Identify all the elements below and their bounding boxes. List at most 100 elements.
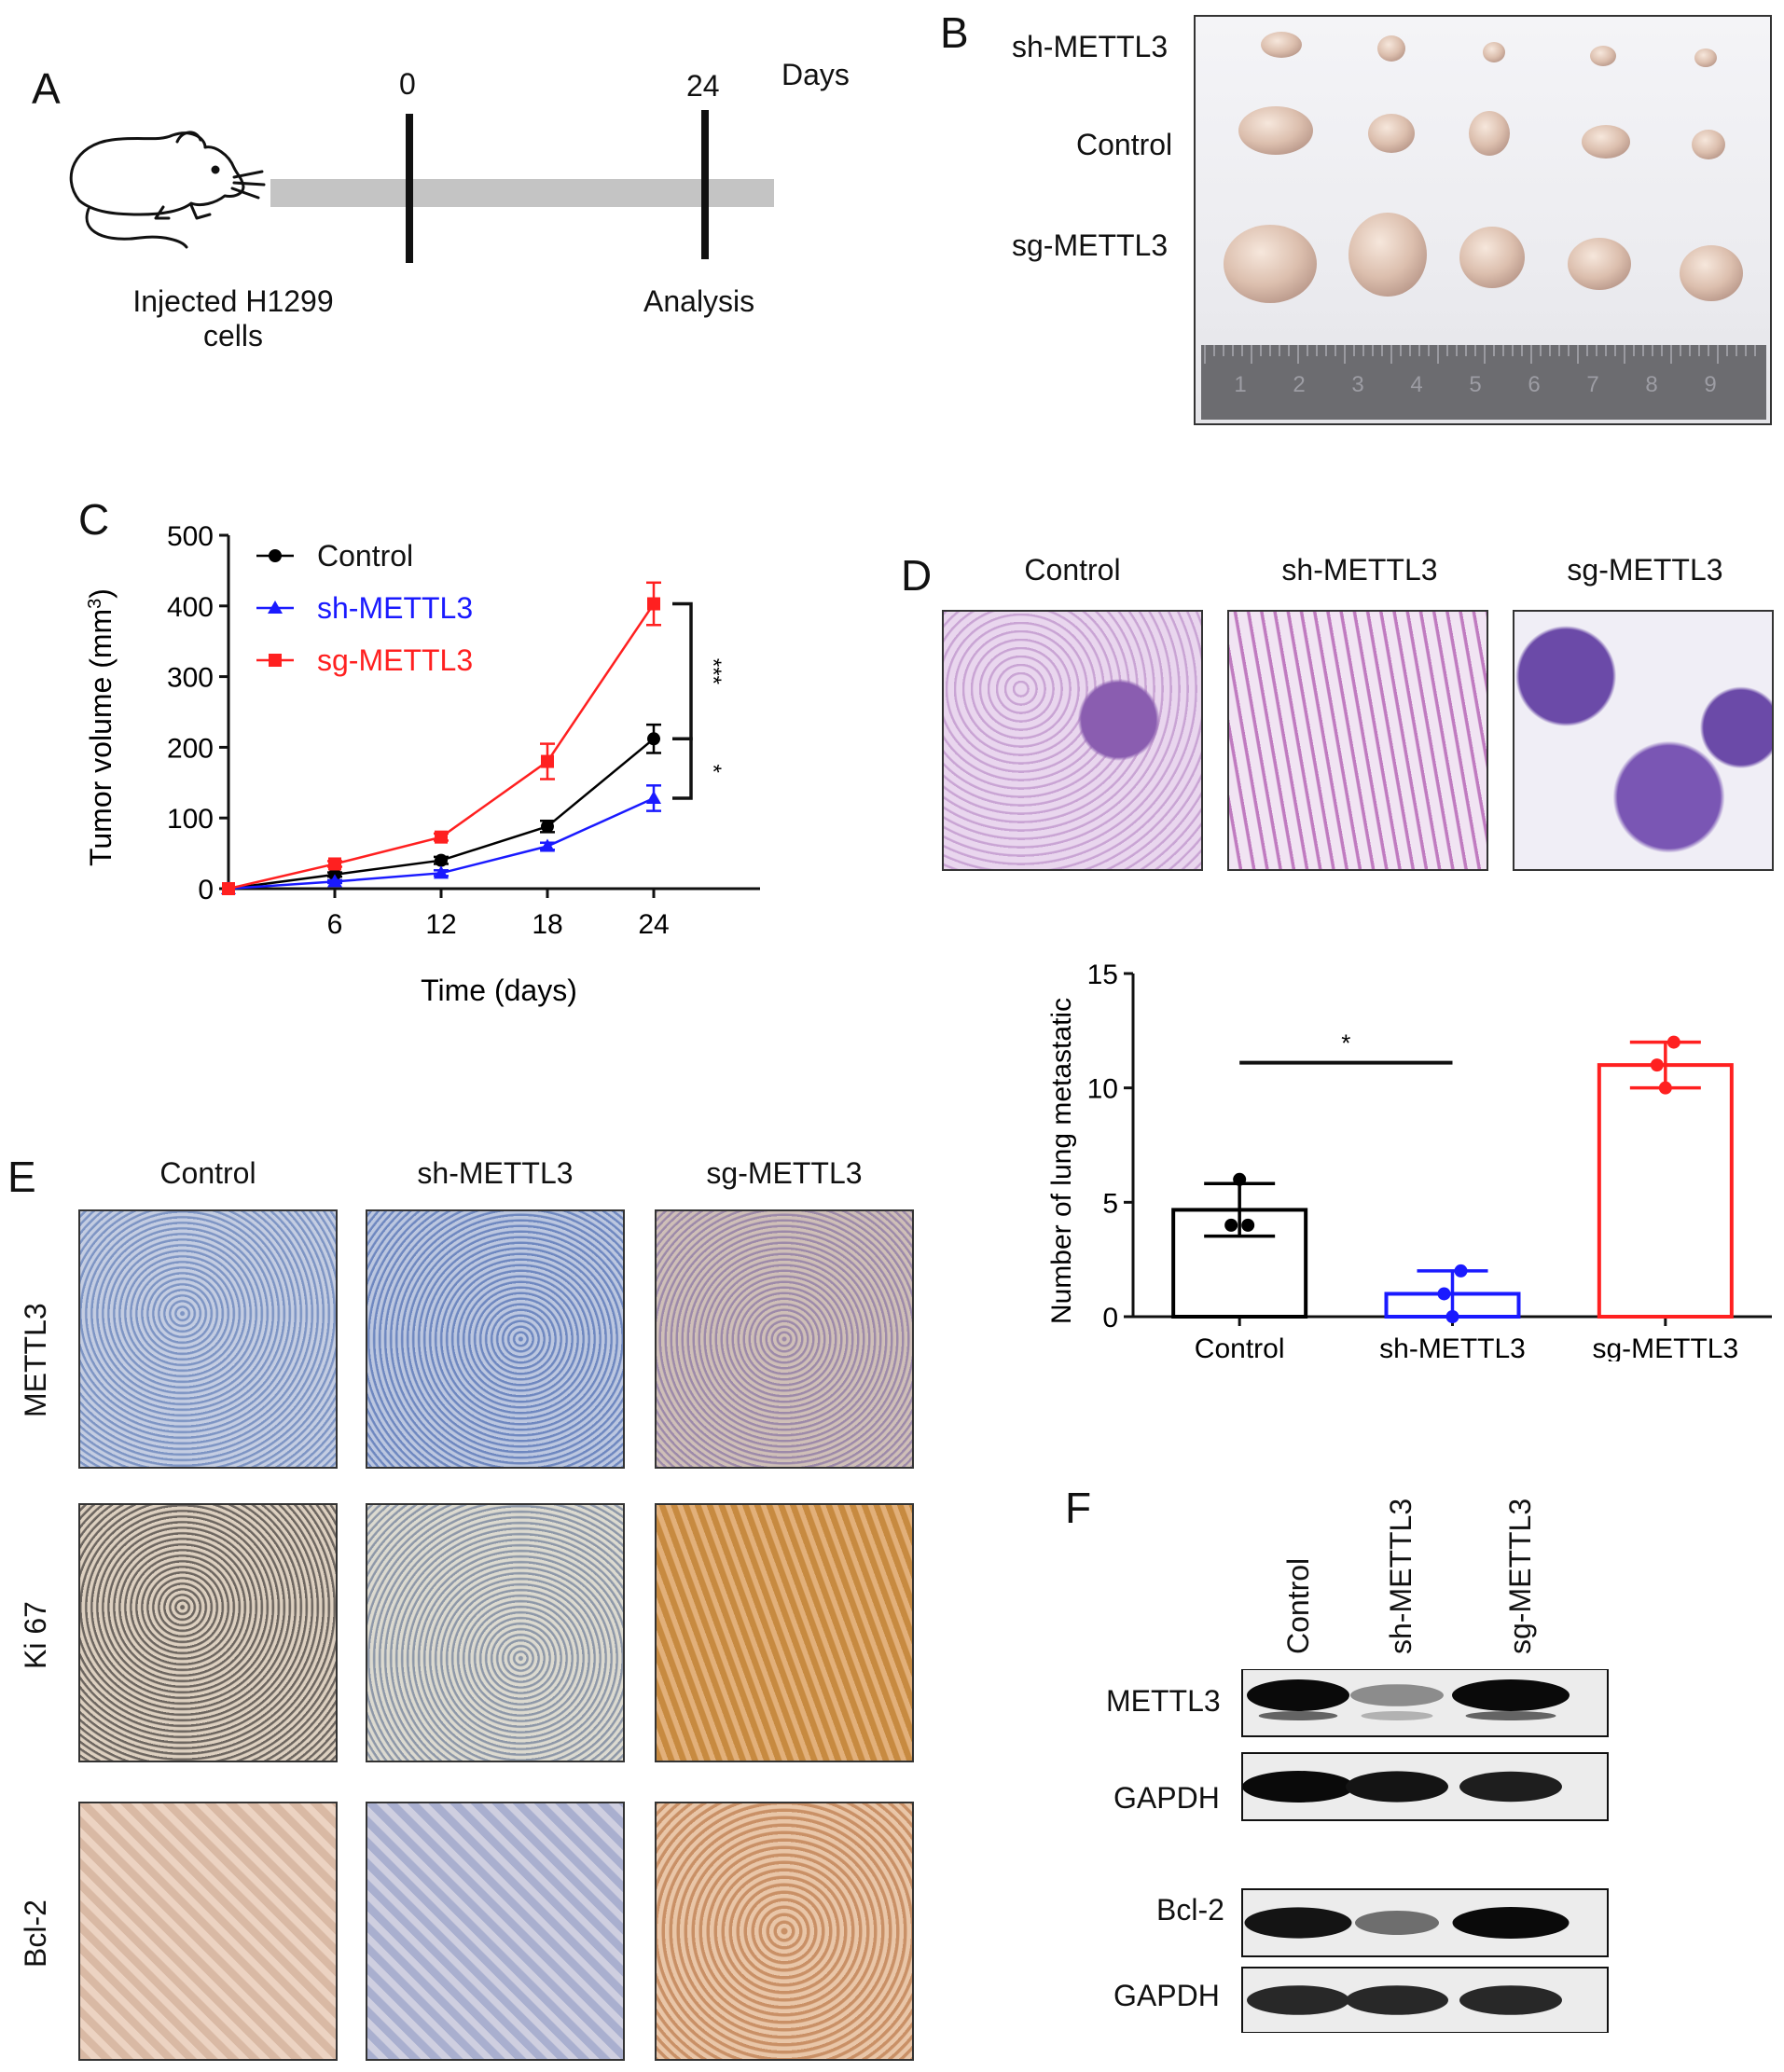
c-data-point xyxy=(647,597,660,611)
tumor-sg-4 xyxy=(1568,238,1631,290)
d-y-tick-label: 5 xyxy=(1102,1188,1118,1219)
d-data-point xyxy=(1224,1218,1238,1232)
he-image-sh xyxy=(1227,610,1488,871)
c-x-tick-label: 24 xyxy=(638,909,669,940)
analysis-label: Analysis xyxy=(643,284,755,318)
c-significance-label: * xyxy=(700,764,726,772)
day-end-label: 24 xyxy=(686,69,720,103)
tumor-sh-1 xyxy=(1261,32,1302,58)
c-legend-label: Control xyxy=(317,539,413,573)
c-data-point xyxy=(434,865,449,879)
c-x-axis-label: Time (days) xyxy=(421,974,577,1007)
d-x-tick-label: Control xyxy=(1195,1333,1285,1361)
tumor-photo-graphic: 1 2 3 4 5 6 7 8 9 xyxy=(1201,32,1766,420)
panel-letter-b: B xyxy=(940,8,969,57)
e-col-title-control: Control xyxy=(159,1156,256,1190)
c-y-tick-label: 100 xyxy=(167,804,214,835)
day-start-label: 0 xyxy=(399,67,416,101)
ihc-ki67-sh xyxy=(366,1503,625,1762)
c-data-point xyxy=(540,838,555,852)
injected-label: Injected H1299 cells xyxy=(121,284,345,353)
c-x-tick-label: 12 xyxy=(425,909,456,940)
d-image-title-control: Control xyxy=(1024,553,1121,587)
tumor-control-3 xyxy=(1469,111,1510,156)
e-row-title-mettl3: METTL3 xyxy=(19,1303,52,1417)
d-image-title-sh: sh-METTL3 xyxy=(1281,553,1438,587)
d-y-axis-label: Number of lung metastatic xyxy=(1046,998,1077,1324)
d-x-tick-label: sg-METTL3 xyxy=(1592,1333,1738,1361)
tumor-control-2 xyxy=(1368,114,1415,153)
f-lane-label-sg: sg-METTL3 xyxy=(1503,1498,1537,1654)
panel-letter-c: C xyxy=(78,495,110,544)
ruler-number: 1 xyxy=(1234,372,1246,397)
c-x-tick-label: 18 xyxy=(532,909,562,940)
ruler-number: 5 xyxy=(1469,372,1481,397)
ihc-bcl2-sg xyxy=(655,1802,914,2061)
c-data-point xyxy=(541,754,554,768)
tumor-control-1 xyxy=(1238,106,1313,155)
e-row-title-bcl2: Bcl-2 xyxy=(19,1899,52,1968)
blot-band xyxy=(1247,1679,1349,1711)
f-row-label-bcl2: Bcl-2 xyxy=(1156,1893,1224,1927)
c-significance-bracket xyxy=(672,601,693,741)
tumor-sh-3 xyxy=(1483,42,1505,62)
blot-band xyxy=(1244,1907,1352,1939)
c-significance-label: *** xyxy=(700,658,726,684)
c-legend-label: sg-METTL3 xyxy=(317,643,473,677)
tumor-volume-chart: 0 100 200 300 400 500 6 12 18 24 Control sh-METTL3… xyxy=(84,521,760,1007)
ruler-number: 2 xyxy=(1293,372,1305,397)
ruler-number: 6 xyxy=(1528,372,1540,397)
c-y-tick-label: 500 xyxy=(167,521,214,552)
blot-band xyxy=(1247,1985,1349,2015)
tumor-sg-2 xyxy=(1348,213,1427,297)
he-image-control xyxy=(942,610,1203,871)
tumor-sg-5 xyxy=(1680,245,1743,301)
f-row-label-gapdh-1: GAPDH xyxy=(1113,1781,1220,1815)
c-data-point xyxy=(222,882,235,895)
timeline-marker-start xyxy=(406,114,413,263)
panel-letter-f: F xyxy=(1065,1484,1092,1532)
d-data-point xyxy=(1437,1287,1451,1301)
ruler-number: 7 xyxy=(1586,372,1598,397)
c-significance-bracket xyxy=(672,737,693,800)
ihc-mettl3-control xyxy=(78,1209,338,1469)
tumor-control-4 xyxy=(1582,125,1630,159)
c-data-point xyxy=(327,874,342,888)
tumor-row-label-sh: sh-METTL3 xyxy=(1012,30,1169,63)
blot-band xyxy=(1346,1985,1448,2015)
c-y-tick-label: 0 xyxy=(198,875,214,905)
d-image-title-sg: sg-METTL3 xyxy=(1567,553,1723,587)
c-y-tick-label: 400 xyxy=(167,592,214,623)
d-y-tick-label: 15 xyxy=(1087,960,1118,990)
ihc-mettl3-sg xyxy=(655,1209,914,1469)
d-significance-label: * xyxy=(1341,1029,1350,1057)
f-row-label-mettl3: METTL3 xyxy=(1106,1684,1221,1718)
d-bar xyxy=(1597,1063,1734,1319)
blot-band-lower xyxy=(1361,1711,1433,1720)
ruler-number: 3 xyxy=(1351,372,1363,397)
c-y-tick-label: 200 xyxy=(167,733,214,764)
e-row-title-ki67: Ki 67 xyxy=(19,1601,52,1669)
c-data-point xyxy=(541,820,554,834)
panel-letter-e: E xyxy=(7,1153,36,1201)
f-lane-label-sh: sh-METTL3 xyxy=(1384,1498,1418,1654)
c-data-point xyxy=(435,830,448,844)
blot-band-lower xyxy=(1465,1711,1556,1720)
tumor-row-label-sg: sg-METTL3 xyxy=(1012,228,1169,262)
ihc-mettl3-sh xyxy=(366,1209,625,1469)
days-label: Days xyxy=(781,58,850,91)
d-x-tick-label: sh-METTL3 xyxy=(1379,1333,1526,1361)
timeline-marker-end xyxy=(701,110,709,259)
western-blot xyxy=(1241,1669,1609,2033)
c-legend-marker xyxy=(269,654,282,667)
f-lane-label-control: Control xyxy=(1281,1557,1315,1654)
e-col-title-sg: sg-METTL3 xyxy=(706,1156,863,1190)
tumor-sh-2 xyxy=(1377,35,1405,62)
injected-label-line1: Injected H1299 xyxy=(132,284,334,318)
injected-label-line2: cells xyxy=(202,319,263,352)
panel-letter-d: D xyxy=(901,551,933,600)
c-y-axis-label: Tumor volume (mm3) xyxy=(84,588,118,866)
panel-letter-a: A xyxy=(32,64,61,113)
c-data-point xyxy=(646,790,661,804)
